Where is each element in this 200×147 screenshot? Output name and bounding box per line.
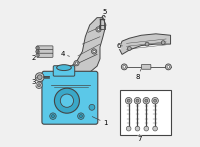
Circle shape — [36, 54, 39, 57]
Circle shape — [91, 49, 97, 54]
Circle shape — [36, 46, 39, 50]
Circle shape — [165, 64, 171, 70]
Polygon shape — [68, 18, 106, 75]
Circle shape — [36, 82, 42, 88]
Polygon shape — [119, 34, 171, 54]
Circle shape — [167, 66, 170, 68]
FancyBboxPatch shape — [37, 50, 53, 54]
Ellipse shape — [57, 65, 71, 71]
Circle shape — [97, 28, 100, 31]
FancyBboxPatch shape — [53, 66, 75, 76]
Text: 8: 8 — [136, 70, 141, 80]
Circle shape — [93, 50, 95, 53]
Bar — [120, 90, 171, 135]
Circle shape — [54, 88, 79, 113]
Circle shape — [145, 99, 148, 102]
Circle shape — [75, 62, 78, 64]
Circle shape — [127, 47, 131, 50]
FancyBboxPatch shape — [37, 46, 53, 50]
Text: 4: 4 — [60, 51, 69, 57]
Circle shape — [96, 27, 101, 32]
Circle shape — [161, 41, 165, 45]
Circle shape — [38, 84, 40, 87]
Circle shape — [126, 126, 131, 131]
Circle shape — [154, 99, 157, 102]
Circle shape — [37, 75, 42, 80]
Circle shape — [123, 66, 126, 68]
Circle shape — [74, 61, 79, 66]
Circle shape — [143, 97, 150, 104]
Circle shape — [51, 115, 54, 118]
Text: 5: 5 — [102, 9, 107, 19]
Circle shape — [135, 126, 140, 131]
Text: 1: 1 — [92, 117, 107, 126]
Circle shape — [152, 97, 158, 104]
Circle shape — [125, 97, 132, 104]
Circle shape — [134, 97, 141, 104]
FancyBboxPatch shape — [99, 25, 105, 29]
Text: 2: 2 — [32, 51, 39, 61]
Circle shape — [136, 99, 139, 102]
Circle shape — [60, 94, 74, 107]
Text: 3: 3 — [31, 77, 36, 85]
Text: 7: 7 — [137, 135, 142, 142]
Circle shape — [79, 115, 82, 118]
Circle shape — [35, 73, 44, 82]
Circle shape — [127, 99, 130, 102]
Circle shape — [78, 113, 84, 119]
Circle shape — [153, 126, 157, 131]
Circle shape — [144, 126, 149, 131]
Circle shape — [89, 104, 95, 110]
Text: 6: 6 — [116, 43, 122, 49]
FancyBboxPatch shape — [141, 65, 151, 69]
Circle shape — [36, 50, 39, 53]
FancyBboxPatch shape — [42, 71, 98, 124]
Circle shape — [50, 113, 56, 119]
FancyBboxPatch shape — [37, 53, 53, 57]
Circle shape — [121, 64, 127, 70]
Circle shape — [145, 42, 149, 46]
